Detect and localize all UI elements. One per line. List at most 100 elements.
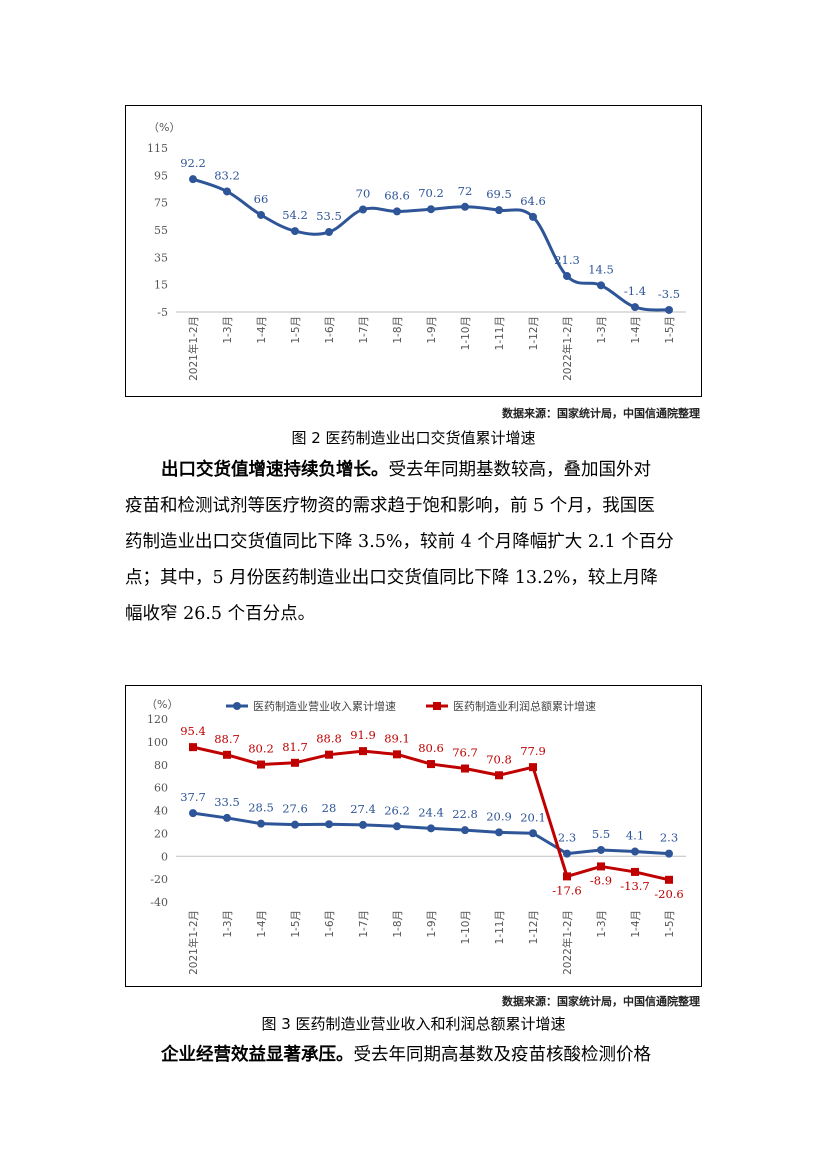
revenue-profit-chart-svg: （%） 120 100 80 60 40 20 0 -20 -40 2021年1-2月 1-3月 1-4… <box>146 698 686 975</box>
data-label: 83.2 <box>214 168 240 182</box>
data-point <box>393 750 401 759</box>
data-point <box>563 849 571 858</box>
x-tick-label: 1-5月 <box>290 910 302 938</box>
data-label: 33.5 <box>214 795 240 809</box>
export-delivery-chart-svg: （%） 115 95 75 55 35 15 -5 2021年1-2月 1-3月 1-4月 1-5月 1… <box>147 121 686 381</box>
y-tick-label: 80 <box>154 759 168 772</box>
data-point <box>665 305 673 314</box>
data-label: 68.6 <box>384 188 410 202</box>
legend-label: 医药制造业利润总额累计增速 <box>453 699 596 713</box>
x-tick-label: 2022年1-2月 <box>561 910 574 975</box>
data-point <box>495 771 503 780</box>
data-point <box>325 228 333 237</box>
x-tick-label: 1-6月 <box>324 910 336 938</box>
data-point <box>223 187 231 196</box>
paragraph-profit-lead: 企业经营效益显著承压。 <box>161 1045 354 1065</box>
paragraph-profit-line1: 受去年同期高基数及疫苗核酸检测价格 <box>353 1045 652 1065</box>
x-tick-label: 1-12月 <box>528 910 540 944</box>
y-tick-label: 15 <box>154 279 168 292</box>
data-point <box>563 272 571 281</box>
paragraph-profit: 企业经营效益显著承压。受去年同期高基数及疫苗核酸检测价格 <box>125 1037 703 1073</box>
chart2-caption: 图 3 医药制造业营业收入和利润总额累计增速 <box>261 1015 566 1033</box>
data-label: 70 <box>356 187 371 201</box>
y-axis-label: （%） <box>148 121 180 134</box>
x-tick-label: 1-3月 <box>222 910 234 938</box>
y-tick-label: 0 <box>161 850 168 863</box>
paragraph-export-line1: 受去年同期基数较高，叠加国外对 <box>388 460 652 480</box>
data-point <box>291 758 299 767</box>
data-point <box>359 205 367 214</box>
data-label: 22.8 <box>452 807 478 821</box>
data-label: 28.5 <box>248 801 274 815</box>
data-label: 20.9 <box>486 809 512 823</box>
x-tick-label: 1-10月 <box>460 910 472 944</box>
paragraph-export: 出口交货值增速持续负增长。受去年同期基数较高，叠加国外对 疫苗和检测试剂等医疗物… <box>125 452 703 632</box>
data-label: 53.5 <box>316 209 342 223</box>
data-label: 20.1 <box>520 810 546 824</box>
data-label: 70.8 <box>486 752 512 766</box>
chart1-caption: 图 2 医药制造业出口交货值累计增速 <box>291 429 536 447</box>
data-point <box>257 210 265 219</box>
data-point <box>563 872 571 881</box>
y-tick-label: 115 <box>147 142 168 155</box>
y-axis-label: （%） <box>146 698 178 711</box>
data-label: 76.7 <box>452 746 478 760</box>
data-label: 91.9 <box>350 728 376 742</box>
data-point <box>597 862 605 871</box>
data-point <box>529 212 537 221</box>
data-label: 27.4 <box>350 802 376 816</box>
data-point <box>427 824 435 833</box>
data-label: 2.3 <box>558 831 576 845</box>
x-tick-label: 1-5月 <box>664 316 676 344</box>
data-point <box>495 206 503 215</box>
data-point <box>223 750 231 759</box>
paragraph-export-line2: 疫苗和检测试剂等医疗物资的需求趋于饱和影响，前 5 个月，我国医 <box>125 496 655 516</box>
y-tick-label: 100 <box>147 736 168 749</box>
y-tick-label: 95 <box>154 169 168 182</box>
legend-marker <box>233 702 241 710</box>
x-tick-label: 1-7月 <box>358 316 370 344</box>
data-label: -8.9 <box>590 873 612 887</box>
y-tick-label: 55 <box>154 224 168 237</box>
data-label: 28 <box>322 801 337 815</box>
data-label: 21.3 <box>554 253 580 267</box>
chart2-source: 数据来源：国家统计局，中国信通院整理 <box>502 995 700 1008</box>
y-tick-label: 60 <box>154 782 168 795</box>
x-tick-label: 1-12月 <box>528 316 540 350</box>
data-point <box>495 828 503 837</box>
x-tick-label: 1-5月 <box>664 910 676 938</box>
data-point <box>359 820 367 829</box>
data-label: 2.3 <box>660 831 678 845</box>
x-tick-label: 1-10月 <box>460 316 472 350</box>
data-label: 27.6 <box>282 802 308 816</box>
data-point <box>461 826 469 835</box>
data-label: 77.9 <box>520 744 546 758</box>
data-point <box>189 743 197 752</box>
data-point <box>359 747 367 756</box>
data-point <box>461 764 469 773</box>
x-tick-label: 1-5月 <box>290 316 302 344</box>
data-point <box>631 847 639 856</box>
x-tick-label: 2021年1-2月 <box>187 910 200 975</box>
y-tick-label: -5 <box>157 306 168 319</box>
data-point <box>393 207 401 216</box>
data-point <box>665 849 673 858</box>
x-tick-label: 1-4月 <box>630 910 642 938</box>
data-label: 80.2 <box>248 742 274 756</box>
data-point <box>461 202 469 211</box>
x-tick-label: 1-11月 <box>494 910 506 944</box>
y-tick-label: 35 <box>154 251 168 264</box>
x-tick-label: 1-4月 <box>630 316 642 344</box>
x-tick-label: 2022年1-2月 <box>561 316 574 381</box>
data-label: 26.2 <box>384 803 410 817</box>
data-point <box>631 867 639 876</box>
data-label: 37.7 <box>180 790 206 804</box>
y-tick-label: -40 <box>150 896 168 909</box>
paragraph-export-line3: 药制造业出口交货值同比下降 3.5%，较前 4 个月降幅扩大 2.1 个百分 <box>125 532 674 552</box>
legend-marker <box>433 702 441 710</box>
y-tick-label: 20 <box>154 827 168 840</box>
data-label: 88.7 <box>214 732 240 746</box>
data-label: 92.2 <box>180 156 206 170</box>
data-label: 66 <box>254 192 269 206</box>
x-tick-label: 1-8月 <box>392 910 404 938</box>
